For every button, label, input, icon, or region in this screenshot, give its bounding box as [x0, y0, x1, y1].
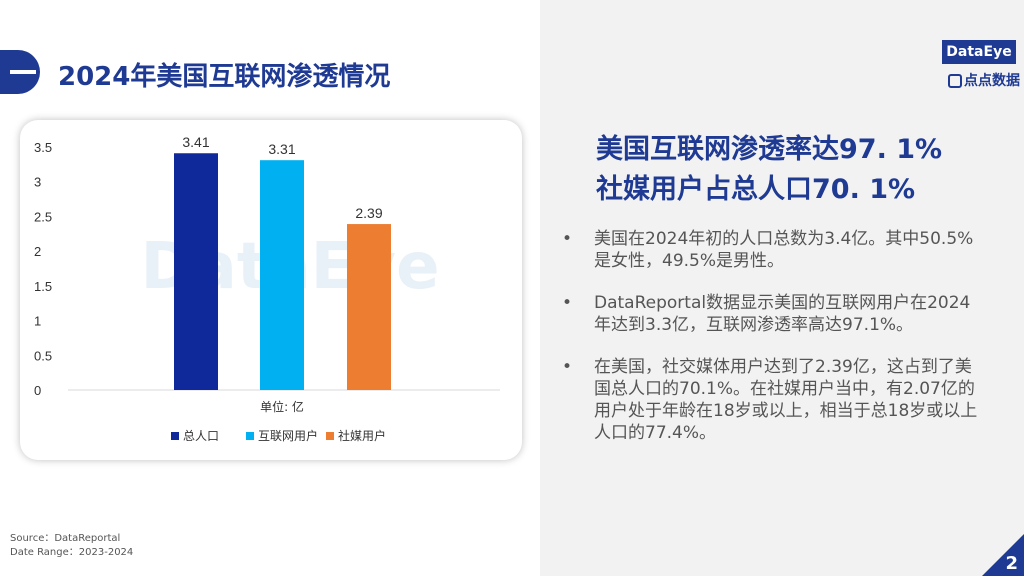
bullet-item: DataReportal数据显示美国的互联网用户在2024年达到3.3亿，互联网…: [562, 292, 982, 336]
bar-1: [174, 153, 218, 390]
headline-line-2: 社媒用户占总人口70. 1%: [596, 174, 916, 205]
bar-value-label: 3.41: [182, 134, 209, 150]
bullet-list: 美国在2024年初的人口总数为3.4亿。其中50.5%是女性，49.5%是男性。…: [562, 228, 982, 464]
legend-label: 社媒用户: [338, 428, 386, 443]
legend-label: 总人口: [183, 429, 219, 443]
bullet-item: 在美国，社交媒体用户达到了2.39亿，这占到了美国总人口的70.1%。在社媒用户…: [562, 356, 982, 444]
legend-swatch: [246, 432, 254, 440]
y-tick-label: 3: [34, 175, 41, 190]
bar-value-label: 3.31: [268, 141, 295, 157]
y-tick-label: 1.5: [34, 279, 52, 294]
logo-d-icon: [948, 74, 962, 88]
source-note: Source：DataReportal Date Range：2023-2024: [10, 532, 133, 560]
y-tick-label: 3.5: [34, 140, 52, 155]
bar-3: [347, 224, 391, 390]
bar-2: [260, 160, 304, 390]
x-axis-unit-label: 单位: 亿: [260, 399, 304, 414]
page-number-badge: 2: [982, 534, 1024, 576]
date-range-line: Date Range：2023-2024: [10, 547, 134, 558]
right-panel: [540, 0, 1024, 576]
page-number: 2: [1005, 553, 1018, 574]
title-accent-bar: [0, 50, 40, 94]
diandian-logo: 点点数据: [948, 70, 1020, 90]
legend-swatch: [326, 432, 334, 440]
y-tick-label: 1: [34, 314, 41, 329]
dataeye-logo: DataEye: [942, 40, 1016, 64]
headline: 美国互联网渗透率达97. 1% 社媒用户占总人口70. 1%: [596, 130, 942, 210]
y-tick-label: 2: [34, 244, 41, 259]
source-line: Source：DataReportal: [10, 533, 121, 544]
y-tick-label: 0.5: [34, 348, 52, 363]
bullet-item: 美国在2024年初的人口总数为3.4亿。其中50.5%是女性，49.5%是男性。: [562, 228, 982, 272]
headline-line-1: 美国互联网渗透率达97. 1%: [596, 134, 943, 165]
y-tick-label: 2.5: [34, 209, 52, 224]
legend-swatch: [171, 432, 179, 440]
logo-sub-text: 点点数据: [964, 73, 1020, 89]
legend-label: 互联网用户: [258, 428, 318, 443]
y-tick-label: 0: [34, 383, 41, 398]
page-title: 2024年美国互联网渗透情况: [58, 62, 391, 92]
bar-value-label: 2.39: [355, 205, 382, 221]
